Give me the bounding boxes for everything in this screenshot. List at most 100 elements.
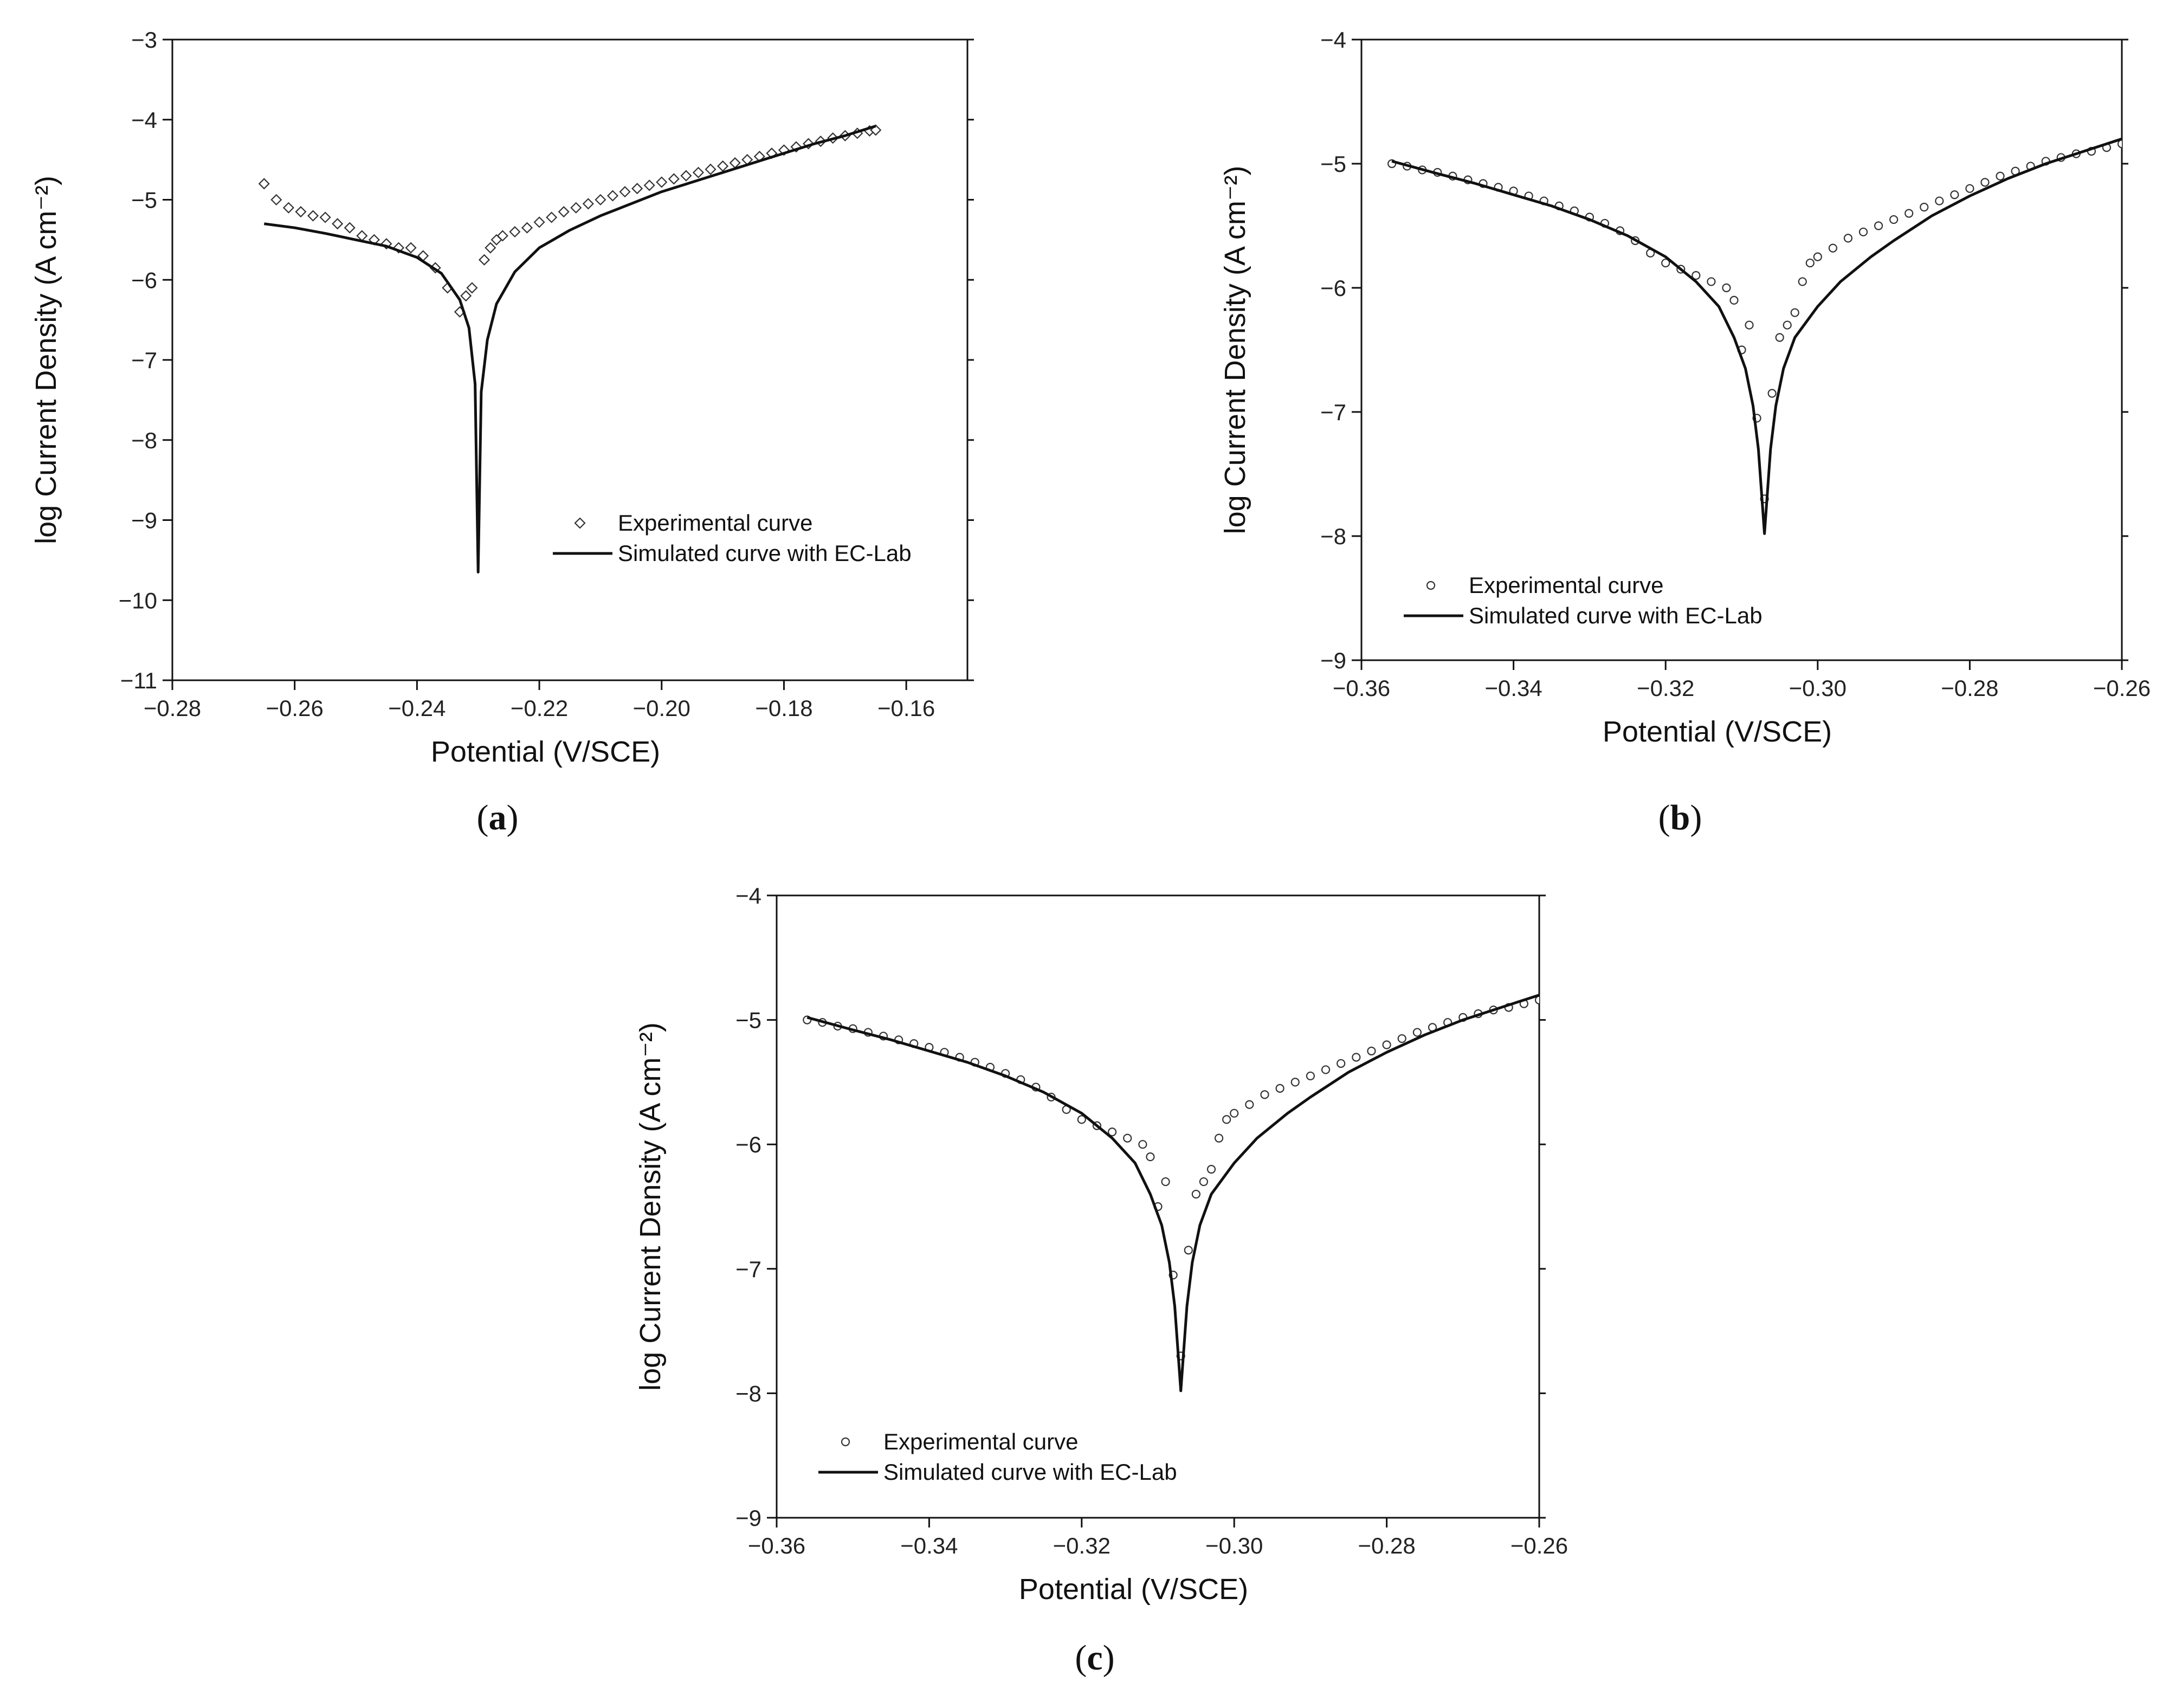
x-axis-title: Potential (V/SCE) [431, 736, 660, 768]
x-tick-label: −0.36 [1333, 675, 1390, 701]
legend-marker-experimental [574, 517, 586, 529]
experimental-point [509, 226, 521, 238]
experimental-point [582, 198, 594, 210]
experimental-point [1935, 196, 1944, 205]
y-tick-label: −7 [131, 347, 157, 373]
y-axis-title: log Current Density (A cm⁻²) [1219, 166, 1251, 534]
x-tick-label: −0.18 [755, 695, 812, 721]
legend-label-simulated: Simulated curve with EC-Lab [1469, 603, 1763, 628]
experimental-point [1813, 252, 1822, 261]
x-tick-label: −0.34 [900, 1533, 958, 1558]
y-axis-title: log Current Density (A cm⁻²) [634, 1022, 667, 1391]
experimental-point [1661, 259, 1670, 268]
experimental-point [656, 176, 668, 188]
y-tick-label: −4 [735, 883, 761, 908]
plot-area [258, 124, 882, 573]
experimental-point [1729, 295, 1739, 305]
x-tick-label: −0.26 [2093, 675, 2151, 701]
legend-label-experimental: Experimental curve [618, 510, 812, 536]
experimental-point [1707, 277, 1716, 286]
y-tick-label: −8 [735, 1381, 761, 1406]
experimental-point [1905, 209, 1914, 218]
legend-label-experimental: Experimental curve [883, 1429, 1078, 1454]
experimental-point [1745, 320, 1754, 330]
experimental-point [705, 163, 716, 175]
x-tick-label: −0.36 [748, 1533, 805, 1558]
x-axis-title: Potential (V/SCE) [1603, 716, 1832, 748]
x-tick-label: −0.28 [144, 695, 201, 721]
x-tick-label: −0.32 [1637, 675, 1694, 701]
y-tick-label: −3 [131, 27, 157, 53]
experimental-point [1206, 1165, 1216, 1174]
legend-label-simulated: Simulated curve with EC-Lab [883, 1459, 1177, 1485]
experimental-point [606, 190, 619, 202]
chart-panel-b: −0.36 −0.34 −0.32 −0.30 −0.28 −0.26 −9 −8 −7 −6 −5… [1219, 27, 2151, 837]
y-tick-label: −8 [131, 428, 157, 453]
y-tick-label: −11 [120, 668, 157, 693]
experimental-point [405, 242, 417, 254]
experimental-point [1260, 1090, 1269, 1099]
x-tick-label: −0.20 [633, 695, 690, 721]
x-tick-label: −0.16 [877, 695, 935, 721]
experimental-point [1107, 1127, 1117, 1137]
legend-marker-experimental [1426, 581, 1436, 590]
x-tick-label: −0.30 [1205, 1533, 1263, 1558]
x-tick-label: −0.24 [388, 695, 446, 721]
y-tick-label: −5 [1320, 151, 1346, 177]
experimental-point [1077, 1115, 1086, 1124]
experimental-point [546, 211, 558, 223]
experimental-point [558, 206, 570, 218]
experimental-point [1889, 215, 1899, 224]
x-tick-label: −0.28 [1941, 675, 1998, 701]
y-tick-label: −4 [131, 107, 157, 133]
experimental-point [1352, 1053, 1361, 1062]
x-tick-label: −0.30 [1789, 675, 1847, 701]
experimental-point [1191, 1189, 1200, 1199]
experimental-point [1397, 1034, 1406, 1043]
experimental-point [307, 210, 319, 222]
experimental-point [258, 178, 270, 190]
experimental-point [1230, 1108, 1239, 1118]
experimental-point [1138, 1140, 1147, 1149]
y-tick-label: −6 [131, 267, 157, 293]
y-tick-label: −6 [735, 1132, 761, 1157]
experimental-point [460, 290, 472, 302]
x-axis-title: Potential (V/SCE) [1019, 1573, 1248, 1606]
experimental-point [1222, 1115, 1231, 1124]
experimental-point [295, 206, 307, 218]
experimental-point [1367, 1046, 1376, 1056]
y-axis-title: log Current Density (A cm⁻²) [30, 176, 62, 544]
experimental-point [1798, 277, 1807, 286]
experimental-point [282, 202, 294, 214]
experimental-point [270, 194, 282, 206]
experimental-point [2117, 139, 2122, 149]
y-tick-label: −7 [1320, 399, 1346, 425]
experimental-point [1412, 1028, 1422, 1037]
y-tick-label: −9 [1320, 648, 1346, 673]
y-tick-label: −8 [1320, 524, 1346, 549]
experimental-point [1980, 178, 1990, 187]
experimental-point [680, 170, 692, 182]
panel-caption: (a) [477, 798, 519, 837]
experimental-point [466, 282, 478, 294]
experimental-point [595, 194, 606, 206]
experimental-point [478, 254, 490, 266]
experimental-point [1950, 190, 1959, 199]
experimental-point [643, 179, 655, 191]
x-tick-label: −0.26 [1510, 1533, 1568, 1558]
x-tick-label: −0.26 [266, 695, 324, 721]
experimental-point [1920, 203, 1929, 212]
experimental-point [319, 211, 331, 223]
experimental-point [1382, 1040, 1391, 1049]
experimental-point [380, 238, 392, 250]
experimental-point [1775, 333, 1784, 342]
chart-panel-c: −0.36 −0.34 −0.32 −0.30 −0.28 −0.26 −9 −8 −7 −6 −5… [634, 883, 1568, 1678]
experimental-point [717, 160, 729, 172]
y-tick-label: −9 [131, 508, 157, 533]
experimental-point [1790, 308, 1799, 317]
experimental-point [533, 216, 545, 228]
y-tick-label: −10 [119, 588, 157, 613]
x-tick-label: −0.32 [1053, 1533, 1111, 1558]
chart-panel-a: −0.28 −0.26 −0.24 −0.22 −0.20 −0.18 −0.16 −11 −1… [30, 27, 974, 837]
